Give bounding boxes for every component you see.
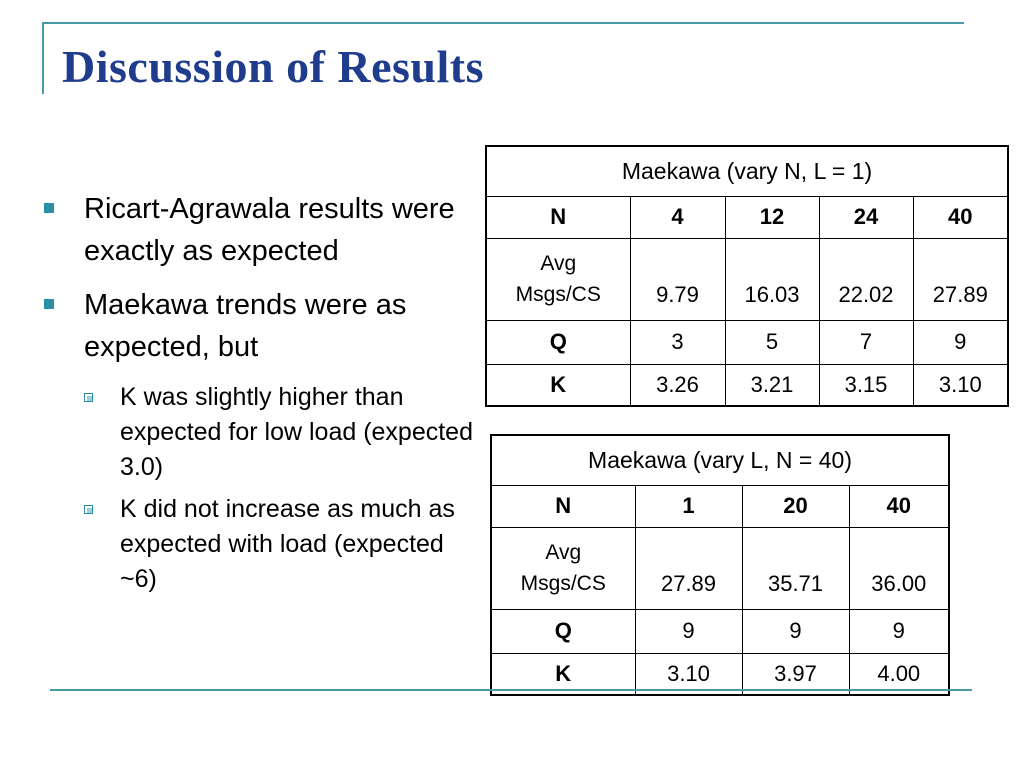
- table-cell: 3.10: [634, 652, 743, 696]
- table-cell: 3.26: [629, 363, 726, 407]
- square-bullet-icon: [44, 203, 54, 213]
- row-label-line: Msgs/CS: [520, 572, 606, 595]
- row-label-avg-msgs: Avg Msgs/CS: [485, 237, 631, 321]
- row-label-k: K: [490, 652, 636, 696]
- sub-bullet-item: K was slightly higher than expected for …: [44, 380, 476, 485]
- table-cell: 16.03: [724, 237, 820, 321]
- table-cell: 7: [818, 319, 914, 365]
- table-cell: 3.10: [912, 363, 1009, 407]
- table-cell: 9.79: [629, 237, 726, 321]
- table-cell: 9: [848, 608, 950, 654]
- row-label-avg-msgs: Avg Msgs/CS: [490, 526, 636, 610]
- table-cell: 22.02: [818, 237, 914, 321]
- table-header-cell: 1: [634, 484, 743, 528]
- row-label-q: Q: [490, 608, 636, 654]
- bullet-item: Ricart-Agrawala results were exactly as …: [44, 188, 476, 272]
- slide-title: Discussion of Results: [62, 41, 485, 92]
- table-cell: 35.71: [741, 526, 850, 610]
- bullet-text: Ricart-Agrawala results were exactly as …: [84, 193, 455, 267]
- table-header-cell: 40: [912, 195, 1009, 239]
- table-caption: Maekawa (vary N, L = 1): [485, 145, 1009, 197]
- row-label-k: K: [485, 363, 631, 407]
- square-bullet-icon: [44, 299, 54, 309]
- table-header-cell: 24: [818, 195, 914, 239]
- table-caption: Maekawa (vary L, N = 40): [490, 434, 950, 486]
- table-header-cell: 20: [741, 484, 850, 528]
- bullet-item: Maekawa trends were as expected, but: [44, 284, 476, 368]
- row-label-line: Avg: [545, 541, 582, 564]
- table-cell: 27.89: [912, 237, 1009, 321]
- table-cell: 3.21: [724, 363, 820, 407]
- sub-bullet-text: K was slightly higher than expected for …: [120, 383, 473, 481]
- row-label-line: Avg: [540, 252, 577, 275]
- title-frame-top: [42, 22, 964, 24]
- row-label-line: Msgs/CS: [515, 283, 601, 306]
- table-cell: 9: [634, 608, 743, 654]
- table-header-cell: N: [485, 195, 631, 239]
- table-cell: 36.00: [848, 526, 950, 610]
- table-header-cell: 40: [848, 484, 950, 528]
- table-cell: 4.00: [848, 652, 950, 696]
- table-header-cell: 4: [629, 195, 726, 239]
- bullet-text: Maekawa trends were as expected, but: [84, 289, 407, 363]
- table-header-cell: 12: [724, 195, 820, 239]
- hollow-square-bullet-icon: [84, 393, 93, 402]
- table-cell: 5: [724, 319, 820, 365]
- table-cell: 3.15: [818, 363, 914, 407]
- footer-rule: [50, 689, 972, 691]
- bullet-list: Ricart-Agrawala results were exactly as …: [44, 188, 476, 604]
- title-frame-left: [42, 22, 44, 94]
- table-cell: 9: [912, 319, 1009, 365]
- maekawa-vary-n-table: Maekawa (vary N, L = 1) N 4 12 24 40 Avg…: [485, 145, 1010, 407]
- row-label-q: Q: [485, 319, 631, 365]
- hollow-square-bullet-icon: [84, 505, 93, 514]
- maekawa-vary-l-table: Maekawa (vary L, N = 40) N 1 20 40 Avg M…: [490, 434, 951, 696]
- table-header-cell: N: [490, 484, 636, 528]
- sub-bullet-text: K did not increase as much as expected w…: [120, 495, 455, 593]
- table-cell: 27.89: [634, 526, 743, 610]
- sub-bullet-item: K did not increase as much as expected w…: [44, 492, 476, 597]
- table-cell: 3: [629, 319, 726, 365]
- table-cell: 9: [741, 608, 850, 654]
